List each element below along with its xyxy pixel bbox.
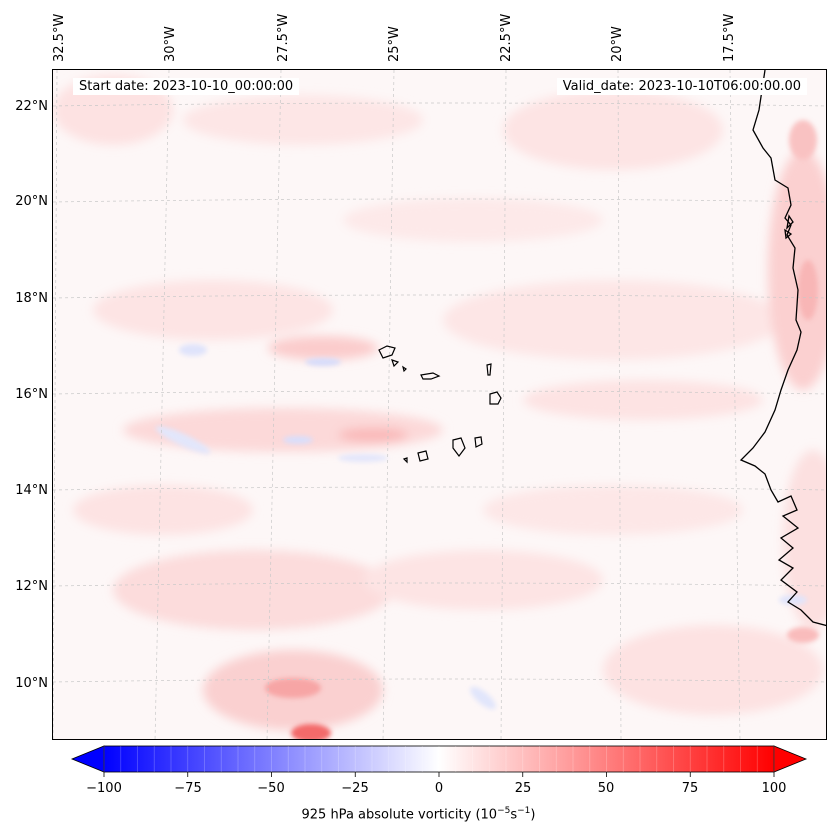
colorbar-tick-label: −100 bbox=[86, 781, 122, 796]
colorbar-tick-marks bbox=[103, 746, 775, 777]
valid-date-label: Valid_date: 2023-10-10T06:00:00.00 bbox=[556, 78, 807, 95]
coastline bbox=[739, 70, 826, 627]
colorbar-left-extend bbox=[70, 745, 105, 773]
colorbar-tick-label: −75 bbox=[174, 781, 202, 796]
map-canvas bbox=[53, 70, 826, 739]
cape-verde-islands bbox=[378, 345, 502, 464]
lon-label-17-5w: 17.5°W bbox=[722, 13, 737, 62]
lat-label-16n: 16°N bbox=[15, 387, 48, 402]
lat-label-14n: 14°N bbox=[15, 483, 48, 498]
lat-label-22n: 22°N bbox=[15, 99, 48, 114]
graticule bbox=[53, 70, 826, 739]
vorticity-field bbox=[53, 75, 826, 730]
colorbar-right-extend bbox=[773, 745, 808, 773]
lon-label-30w: 30°W bbox=[163, 26, 178, 62]
lon-label-25w: 25°W bbox=[387, 26, 402, 62]
colorbar-bar bbox=[103, 745, 775, 773]
start-date-label: Start date: 2023-10-10_00:00:00 bbox=[73, 78, 300, 95]
lat-label-20n: 20°N bbox=[15, 194, 48, 209]
lat-label-18n: 18°N bbox=[15, 291, 48, 306]
vorticity-field-strong bbox=[265, 120, 819, 739]
colorbar-tick-label: 0 bbox=[434, 781, 444, 796]
lon-label-20w: 20°W bbox=[610, 26, 625, 62]
vorticity-field-negative bbox=[155, 344, 807, 710]
lat-label-12n: 12°N bbox=[15, 579, 48, 594]
lon-label-27-5w: 27.5°W bbox=[276, 13, 291, 62]
colorbar-tick-label: 100 bbox=[761, 781, 787, 796]
colorbar-title: 925 hPa absolute vorticity (10−5s−1) bbox=[301, 806, 536, 823]
lat-label-10n: 10°N bbox=[15, 676, 48, 691]
vorticity-map bbox=[52, 69, 827, 740]
colorbar-tick-label: −50 bbox=[257, 781, 285, 796]
colorbar-tick-label: −25 bbox=[341, 781, 369, 796]
colorbar-tick-label: 75 bbox=[681, 781, 699, 796]
colorbar-tick-label: 50 bbox=[597, 781, 615, 796]
lon-label-32-5w: 32.5°W bbox=[52, 13, 67, 62]
lon-label-22-5w: 22.5°W bbox=[499, 13, 514, 62]
colorbar-tick-label: 25 bbox=[514, 781, 532, 796]
